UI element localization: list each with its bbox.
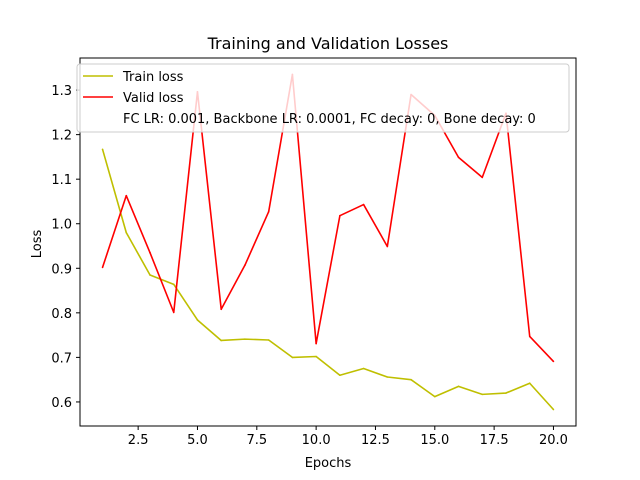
- valid-loss-point: [552, 360, 555, 363]
- valid-loss-point: [386, 245, 389, 248]
- valid-loss-point: [481, 176, 484, 179]
- train-loss-point: [149, 274, 151, 276]
- legend: Train loss Valid loss FC LR: 0.001, Back…: [76, 63, 570, 133]
- valid-loss-point: [457, 156, 460, 159]
- y-tick-label: 0.6: [51, 396, 72, 411]
- valid-loss-point: [220, 308, 223, 311]
- valid-loss-point: [339, 214, 341, 217]
- x-tick-label: 10.0: [302, 433, 331, 448]
- valid-loss-point: [101, 266, 104, 269]
- train-loss-point: [315, 355, 317, 358]
- x-tick-label: 20.0: [539, 433, 568, 448]
- train-loss-point: [291, 356, 294, 359]
- train-loss-point: [125, 231, 128, 234]
- y-tick-label: 1.0: [51, 218, 72, 233]
- y-axis-label: Loss: [30, 230, 45, 259]
- train-loss-point: [433, 395, 436, 398]
- y-axis-ticks: 0.6 0.7 0.8 0.9 1.0 1.1 1.2 1.3: [51, 84, 80, 411]
- valid-loss-point: [362, 203, 365, 206]
- train-loss-point: [267, 339, 270, 341]
- y-tick-label: 0.9: [51, 262, 72, 277]
- train-loss-point: [481, 393, 484, 396]
- train-loss-point: [505, 392, 507, 394]
- x-tick-label: 17.5: [480, 433, 509, 448]
- train-loss-point: [457, 385, 460, 388]
- plot-frame: [79, 57, 577, 427]
- valid-loss-point: [125, 194, 128, 197]
- train-loss-point: [410, 378, 412, 381]
- train-loss-point: [552, 408, 555, 411]
- x-tick-label: 7.5: [246, 433, 267, 448]
- legend-note: FC LR: 0.001, Backbone LR: 0.0001, FC de…: [123, 112, 536, 127]
- y-tick-label: 0.7: [51, 351, 72, 366]
- train-loss-point: [386, 376, 389, 378]
- valid-loss-point: [315, 342, 317, 345]
- train-loss-line: [101, 149, 555, 411]
- x-tick-label: 12.5: [361, 433, 390, 448]
- y-tick-label: 1.1: [51, 173, 72, 188]
- train-loss-point: [362, 367, 365, 370]
- legend-label-train: Train loss: [122, 70, 184, 85]
- train-loss-point: [196, 319, 199, 321]
- valid-loss-line: [101, 73, 555, 362]
- y-tick-label: 1.3: [51, 84, 72, 99]
- train-loss-point: [101, 148, 104, 151]
- x-tick-label: 5.0: [187, 433, 208, 448]
- train-loss-point: [528, 382, 531, 385]
- x-tick-label: 15.0: [420, 433, 449, 448]
- legend-label-valid: Valid loss: [123, 91, 184, 106]
- valid-loss-point: [267, 210, 270, 213]
- legend-box: [76, 63, 570, 133]
- train-loss-point: [339, 374, 341, 377]
- y-tick-label: 1.2: [51, 129, 72, 144]
- x-axis-label: Epochs: [305, 456, 352, 471]
- y-tick-label: 0.8: [51, 307, 72, 322]
- train-loss-point: [244, 338, 246, 340]
- chart-title: Training and Validation Losses: [207, 34, 449, 53]
- valid-loss-point: [244, 264, 246, 266]
- valid-loss-point: [149, 251, 151, 254]
- x-tick-label: 2.5: [128, 433, 149, 448]
- valid-loss-point: [172, 311, 175, 314]
- valid-loss-point: [528, 335, 531, 338]
- train-loss-point: [220, 339, 223, 342]
- train-loss-point: [172, 283, 175, 286]
- x-axis-ticks: 2.5 5.0 7.5 10.0 12.5 15.0 17.5 20.0: [128, 426, 568, 448]
